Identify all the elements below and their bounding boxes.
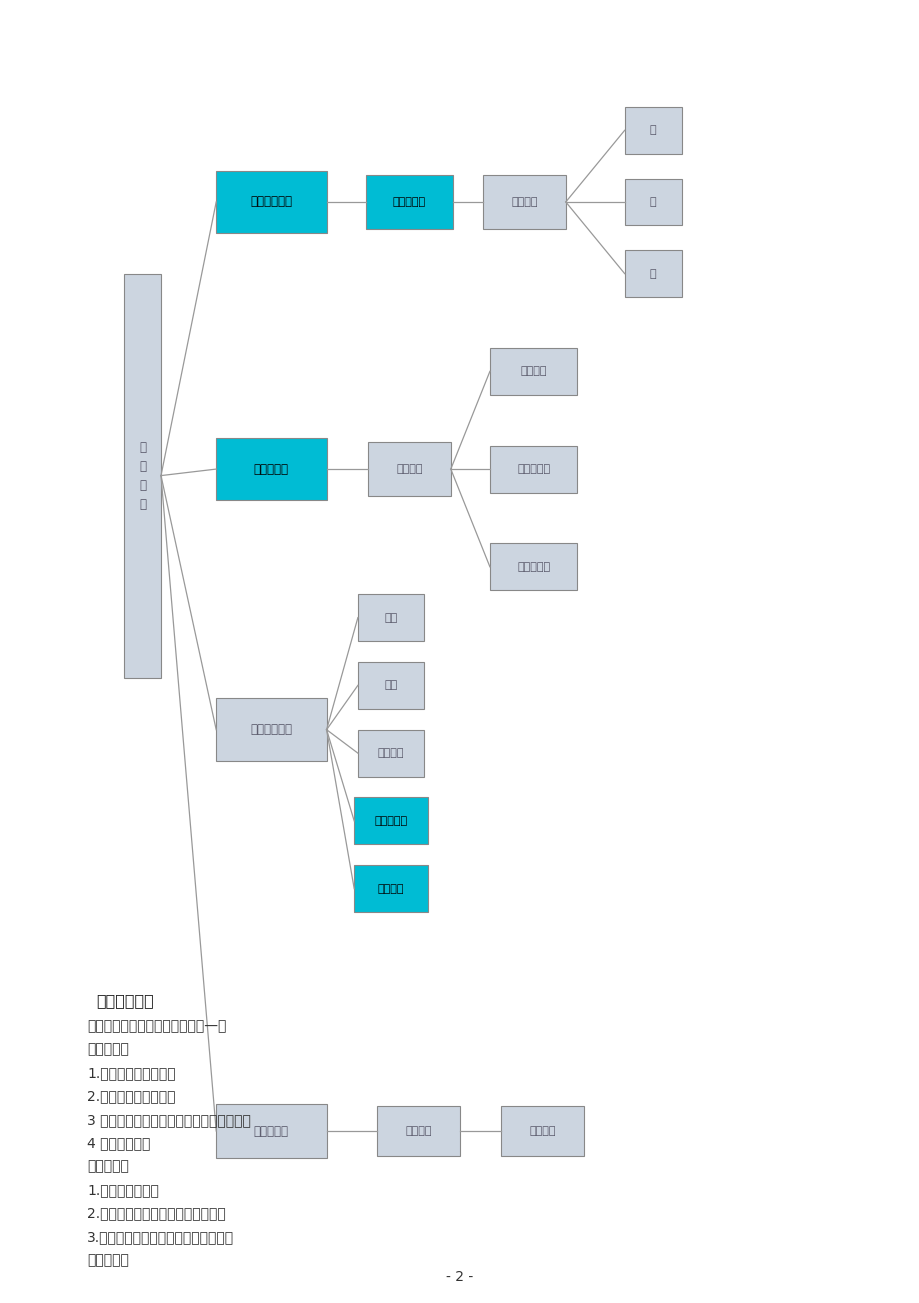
Text: 3.两个料仓，一个放水，一个放饲料。: 3.两个料仓，一个放水，一个放饲料。 [87, 1230, 234, 1244]
Text: 会射水的鱼: 会射水的鱼 [516, 464, 550, 474]
Text: （一）教育活动：我喜欢的动物—鱼: （一）教育活动：我喜欢的动物—鱼 [87, 1019, 226, 1033]
FancyBboxPatch shape [624, 179, 681, 225]
FancyBboxPatch shape [368, 442, 450, 496]
Text: 鲤: 鲤 [649, 197, 656, 207]
Text: 食用: 食用 [384, 612, 397, 623]
FancyBboxPatch shape [354, 797, 427, 844]
Text: 3 耐心细心的喂养鱼，培养幼儿的责任感；: 3 耐心细心的喂养鱼，培养幼儿的责任感； [87, 1113, 251, 1127]
FancyBboxPatch shape [489, 446, 577, 493]
Text: 我想象的鱼: 我想象的鱼 [254, 1124, 289, 1138]
Text: 会飞的鱼: 会飞的鱼 [520, 366, 546, 377]
FancyBboxPatch shape [216, 1104, 326, 1158]
Text: 外形特点: 外形特点 [511, 197, 537, 207]
Text: 我喜欢的动物: 我喜欢的动物 [250, 195, 292, 208]
Text: 环保小卫士: 环保小卫士 [374, 816, 407, 826]
Text: 1.乐意和鱼成为朋友；: 1.乐意和鱼成为朋友； [87, 1066, 176, 1080]
FancyBboxPatch shape [377, 1106, 460, 1156]
FancyBboxPatch shape [357, 662, 424, 709]
FancyBboxPatch shape [354, 865, 427, 912]
FancyBboxPatch shape [366, 175, 453, 229]
Text: 2.了解鱼的外形特征；: 2.了解鱼的外形特征； [87, 1089, 176, 1104]
FancyBboxPatch shape [216, 171, 326, 233]
Text: - 2 -: - 2 - [446, 1270, 473, 1283]
FancyBboxPatch shape [357, 594, 424, 641]
Text: 2.喂养鱼的食物：米饭，熟红薯等；: 2.喂养鱼的食物：米饭，熟红薯等； [87, 1207, 226, 1221]
FancyBboxPatch shape [216, 698, 326, 761]
FancyBboxPatch shape [216, 438, 326, 500]
Text: 垂钓: 垂钓 [384, 680, 397, 691]
Text: 活动目标：: 活动目标： [87, 1042, 130, 1057]
Text: 特殊外形: 特殊外形 [529, 1126, 555, 1136]
FancyBboxPatch shape [624, 107, 681, 154]
FancyBboxPatch shape [501, 1106, 584, 1156]
FancyBboxPatch shape [489, 348, 577, 395]
FancyBboxPatch shape [624, 250, 681, 297]
FancyBboxPatch shape [489, 543, 577, 590]
Text: 和鱼交朋友: 和鱼交朋友 [392, 197, 425, 207]
FancyBboxPatch shape [124, 274, 161, 678]
Text: 爱护水源: 爱护水源 [378, 883, 403, 894]
Text: 特殊本领: 特殊本领 [396, 464, 422, 474]
Text: 1.鱼若干条，鱼缸: 1.鱼若干条，鱼缸 [87, 1183, 159, 1197]
Text: 特殊本领: 特殊本领 [405, 1126, 431, 1136]
Text: 鲫: 鲫 [649, 125, 656, 136]
Text: 我的本领大: 我的本领大 [254, 463, 289, 476]
FancyBboxPatch shape [482, 175, 565, 229]
Text: 4 增强观察力。: 4 增强观察力。 [87, 1136, 151, 1151]
Text: 四、活动方案: 四、活动方案 [96, 993, 154, 1009]
Text: 活动过程：: 活动过程： [87, 1253, 130, 1268]
FancyBboxPatch shape [357, 730, 424, 777]
Text: 活动准备：: 活动准备： [87, 1160, 130, 1174]
Text: 鲫: 鲫 [649, 268, 656, 279]
Text: 游的快的鱼: 游的快的鱼 [516, 562, 550, 572]
Text: 让人欣赏: 让人欣赏 [378, 748, 403, 758]
Text: 神
奇
的
鱼: 神 奇 的 鱼 [139, 440, 146, 511]
Text: 鱼与人的关系: 鱼与人的关系 [250, 723, 292, 736]
